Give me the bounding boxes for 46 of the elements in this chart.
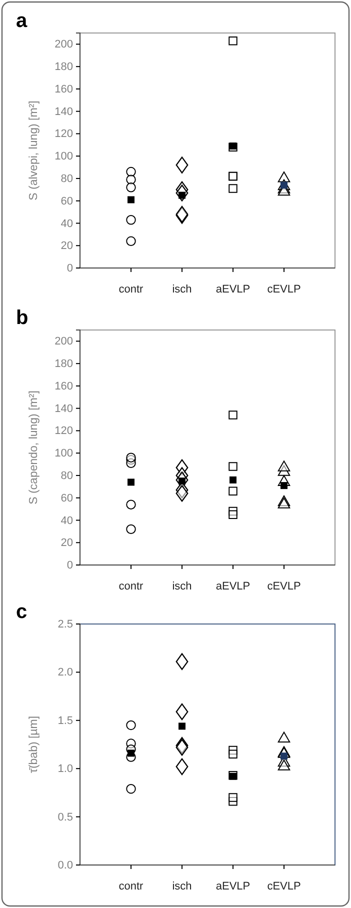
y-tick-label: 140 (54, 402, 73, 415)
y-axis-title: τ̄(bab) [µm] (28, 716, 40, 774)
y-axis-title: S (capendo, lung) [m²] (28, 390, 40, 504)
y-tick-label: 2.0 (58, 666, 73, 679)
x-tick-label: cEVLP (267, 880, 301, 893)
x-tick-label: isch (172, 580, 192, 593)
x-tick-label: cEVLP (267, 284, 301, 296)
x-tick-label: isch (172, 284, 192, 296)
chart-title: b (16, 307, 28, 329)
y-tick-label: 40 (60, 514, 73, 527)
y-axis-title: S (alvepi, lung) [m²] (28, 100, 40, 200)
y-tick-label: 180 (54, 61, 73, 74)
x-tick-label: aEVLP (216, 580, 250, 593)
y-tick-label: 40 (60, 218, 73, 230)
y-tick-label: 20 (60, 537, 73, 550)
chart-title: c (16, 601, 28, 623)
chart-title: a (16, 10, 28, 32)
y-tick-label: 120 (54, 425, 73, 438)
x-tick-label: contr (118, 580, 144, 593)
y-tick-label: 200 (54, 38, 73, 51)
x-tick-label: aEVLP (216, 880, 250, 893)
y-tick-label: 100 (54, 448, 73, 460)
x-tick-label: contr (118, 284, 144, 296)
y-tick-label: 60 (60, 492, 73, 504)
y-tick-label: 0 (66, 262, 73, 275)
x-tick-label: aEVLP (216, 284, 250, 296)
y-tick-label: 0.0 (58, 860, 73, 872)
x-tick-label: isch (172, 880, 192, 893)
y-tick-label: 0 (66, 560, 73, 572)
y-tick-label: 2.5 (58, 618, 73, 631)
y-tick-label: 200 (54, 336, 73, 348)
y-tick-label: 0.5 (58, 811, 73, 824)
y-tick-label: 160 (54, 83, 73, 96)
y-tick-label: 80 (60, 172, 73, 185)
y-tick-label: 20 (60, 240, 73, 252)
y-tick-label: 120 (54, 128, 73, 140)
x-tick-label: cEVLP (267, 580, 301, 593)
y-tick-label: 80 (60, 470, 73, 482)
y-tick-label: 1.5 (58, 714, 73, 727)
y-tick-label: 140 (54, 106, 73, 118)
x-tick-label: contr (118, 880, 144, 893)
y-tick-label: 160 (54, 380, 73, 392)
y-tick-label: 1.0 (58, 763, 73, 776)
y-tick-label: 60 (60, 195, 73, 208)
y-tick-label: 100 (54, 150, 73, 163)
y-tick-label: 180 (54, 358, 73, 370)
